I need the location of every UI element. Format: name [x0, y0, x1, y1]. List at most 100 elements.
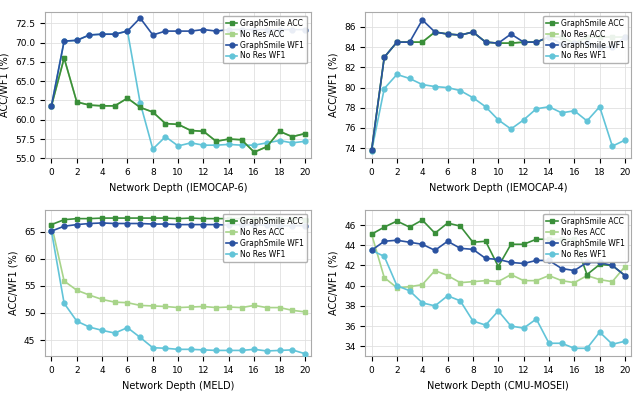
GraphSmile ACC	[545, 35, 553, 40]
Line: GraphSmile ACC: GraphSmile ACC	[49, 215, 307, 227]
GraphSmile WF1	[162, 29, 170, 34]
No Res ACC	[419, 40, 426, 45]
Line: GraphSmile ACC: GraphSmile ACC	[49, 55, 307, 154]
GraphSmile ACC	[237, 137, 245, 142]
No Res WF1	[406, 76, 413, 81]
GraphSmile ACC	[301, 217, 308, 222]
GraphSmile ACC	[545, 237, 553, 242]
No Res WF1	[583, 346, 591, 351]
X-axis label: Network Depth (IEMOCAP-6): Network Depth (IEMOCAP-6)	[109, 183, 248, 193]
GraphSmile WF1	[419, 242, 426, 247]
GraphSmile WF1	[263, 27, 271, 32]
GraphSmile ACC	[136, 216, 144, 221]
No Res ACC	[86, 293, 93, 298]
GraphSmile WF1	[289, 223, 296, 228]
No Res WF1	[289, 348, 296, 352]
No Res ACC	[545, 273, 553, 278]
GraphSmile ACC	[124, 216, 131, 221]
GraphSmile WF1	[393, 238, 401, 243]
No Res WF1	[570, 346, 578, 351]
GraphSmile ACC	[482, 40, 490, 45]
X-axis label: Network Depth (MELD): Network Depth (MELD)	[122, 381, 234, 391]
GraphSmile ACC	[99, 103, 106, 108]
No Res ACC	[621, 264, 629, 269]
GraphSmile ACC	[419, 40, 426, 45]
GraphSmile ACC	[86, 216, 93, 221]
GraphSmile ACC	[495, 264, 502, 269]
GraphSmile WF1	[47, 103, 55, 108]
No Res ACC	[621, 35, 629, 40]
No Res WF1	[368, 149, 376, 154]
GraphSmile ACC	[469, 240, 477, 245]
GraphSmile WF1	[532, 258, 540, 263]
No Res WF1	[111, 331, 118, 336]
No Res ACC	[380, 275, 388, 280]
No Res WF1	[583, 119, 591, 123]
GraphSmile WF1	[431, 30, 439, 34]
Line: No Res WF1: No Res WF1	[369, 72, 627, 154]
GraphSmile ACC	[162, 121, 170, 126]
No Res ACC	[444, 273, 451, 278]
No Res ACC	[86, 103, 93, 107]
Line: GraphSmile WF1: GraphSmile WF1	[49, 221, 307, 233]
No Res WF1	[60, 39, 68, 43]
GraphSmile ACC	[212, 216, 220, 221]
No Res ACC	[263, 144, 271, 149]
No Res WF1	[237, 143, 245, 148]
No Res ACC	[225, 305, 233, 310]
No Res ACC	[124, 96, 131, 101]
GraphSmile WF1	[469, 247, 477, 252]
No Res ACC	[596, 277, 604, 282]
GraphSmile ACC	[263, 216, 271, 221]
GraphSmile ACC	[60, 56, 68, 61]
GraphSmile WF1	[187, 29, 195, 34]
GraphSmile WF1	[73, 38, 81, 43]
Legend: GraphSmile ACC, No Res ACC, GraphSmile WF1, No Res WF1: GraphSmile ACC, No Res ACC, GraphSmile W…	[223, 16, 307, 63]
Y-axis label: ACC/WF1 (%): ACC/WF1 (%)	[0, 53, 10, 117]
GraphSmile WF1	[456, 246, 464, 251]
GraphSmile WF1	[532, 40, 540, 45]
No Res WF1	[212, 143, 220, 148]
No Res ACC	[200, 129, 207, 134]
No Res ACC	[250, 303, 258, 308]
GraphSmile WF1	[444, 32, 451, 36]
No Res ACC	[136, 303, 144, 308]
No Res ACC	[162, 121, 170, 126]
No Res WF1	[136, 101, 144, 105]
GraphSmile WF1	[200, 27, 207, 32]
GraphSmile ACC	[583, 272, 591, 277]
No Res WF1	[124, 325, 131, 330]
No Res WF1	[444, 85, 451, 90]
GraphSmile ACC	[482, 239, 490, 244]
GraphSmile WF1	[250, 223, 258, 227]
No Res WF1	[545, 341, 553, 346]
No Res ACC	[495, 41, 502, 45]
GraphSmile ACC	[225, 136, 233, 141]
GraphSmile WF1	[136, 221, 144, 226]
GraphSmile ACC	[136, 105, 144, 110]
GraphSmile ACC	[419, 217, 426, 222]
GraphSmile WF1	[276, 223, 284, 228]
GraphSmile ACC	[149, 110, 157, 115]
No Res WF1	[73, 319, 81, 324]
No Res WF1	[263, 140, 271, 145]
No Res ACC	[419, 282, 426, 287]
GraphSmile ACC	[393, 219, 401, 223]
No Res WF1	[609, 342, 616, 347]
GraphSmile WF1	[495, 257, 502, 262]
No Res WF1	[60, 301, 68, 306]
Line: No Res WF1: No Res WF1	[49, 29, 307, 152]
No Res WF1	[47, 229, 55, 233]
No Res ACC	[289, 134, 296, 139]
No Res ACC	[301, 131, 308, 136]
No Res ACC	[431, 30, 439, 34]
No Res WF1	[136, 335, 144, 340]
GraphSmile ACC	[149, 216, 157, 221]
GraphSmile ACC	[570, 41, 578, 45]
No Res WF1	[495, 308, 502, 313]
No Res ACC	[225, 136, 233, 141]
No Res ACC	[520, 40, 527, 45]
GraphSmile ACC	[111, 103, 118, 108]
GraphSmile ACC	[621, 35, 629, 40]
GraphSmile WF1	[545, 258, 553, 263]
